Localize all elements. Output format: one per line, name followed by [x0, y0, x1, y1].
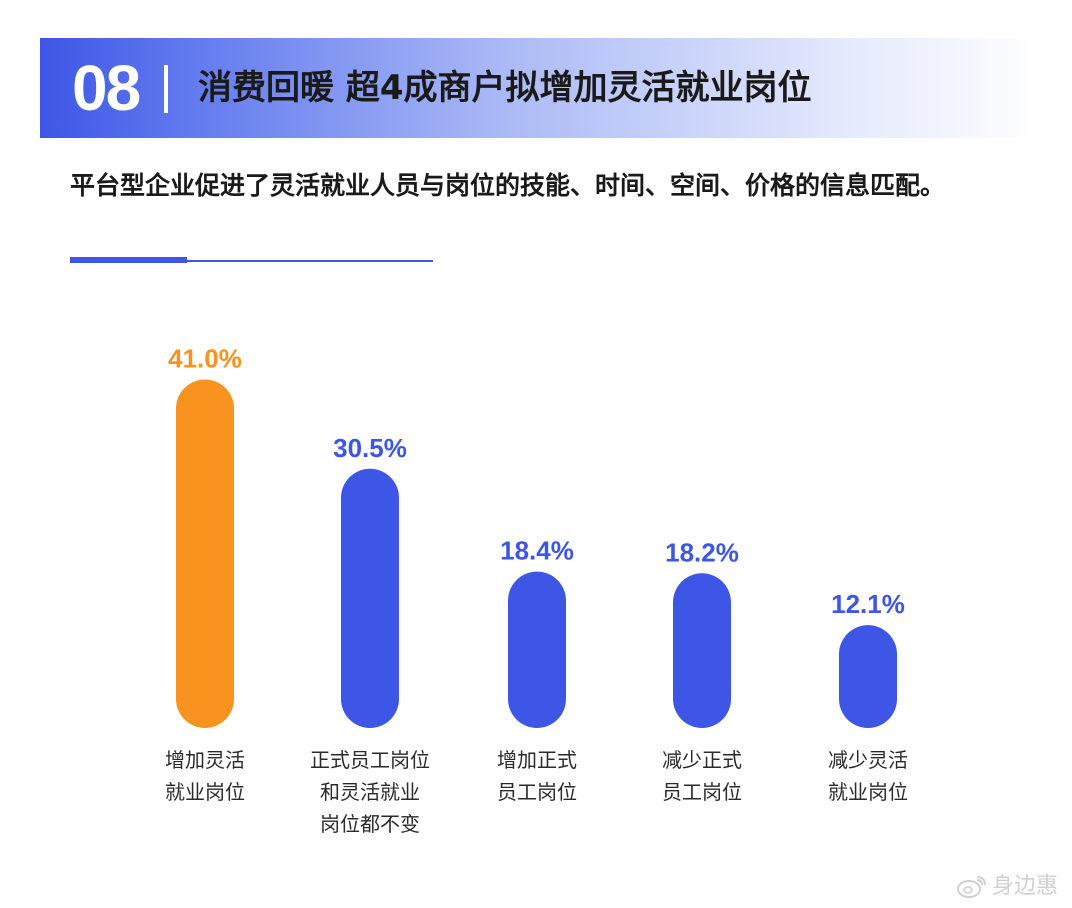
header-banner: 08 消费回暖 超4成商户拟增加灵活就业岗位 — [40, 38, 1040, 138]
category-label-3: 增加正式 员工岗位 — [457, 744, 617, 808]
category-label-line: 增加正式 — [497, 748, 577, 772]
category-label-line: 员工岗位 — [497, 780, 577, 804]
category-label-2: 正式员工岗位 和灵活就业岗位都不变 — [290, 744, 450, 840]
value-label-4: 18.2% — [665, 537, 739, 567]
category-label-line: 就业岗位 — [165, 780, 245, 804]
bar-1 — [176, 379, 234, 728]
category-label-line: 岗位都不变 — [320, 812, 420, 836]
category-label-line: 减少正式 — [662, 748, 742, 772]
section-number: 08 — [72, 52, 141, 124]
watermark-text: 身边惠 — [991, 874, 1058, 899]
category-label-4: 减少正式 员工岗位 — [622, 744, 782, 808]
page-title: 消费回暖 超4成商户拟增加灵活就业岗位 — [198, 68, 812, 108]
category-label-line: 减少灵活 — [828, 748, 908, 772]
category-label-line: 就业岗位 — [828, 780, 908, 804]
value-label-5: 12.1% — [831, 589, 905, 619]
weibo-icon — [956, 876, 986, 898]
category-label-1: 增加灵活 就业岗位 — [125, 744, 285, 808]
underline-accent — [70, 257, 187, 263]
bar-2 — [341, 468, 399, 728]
category-label-5: 减少灵活 就业岗位 — [788, 744, 948, 808]
subtitle: 平台型企业促进了灵活就业人员与岗位的技能、时间、空间、价格的信息匹配。 — [70, 171, 946, 200]
category-label-line: 员工岗位 — [662, 780, 742, 804]
value-label-2: 30.5% — [333, 433, 407, 463]
header-divider — [164, 65, 168, 113]
value-label-3: 18.4% — [500, 536, 574, 566]
underline-rule — [70, 260, 433, 262]
value-label-1: 41.0% — [168, 344, 242, 374]
category-label-line: 正式员工岗位 — [310, 748, 430, 772]
watermark: 身边惠 — [956, 868, 1058, 900]
bar-3 — [508, 571, 566, 728]
bar-5 — [839, 625, 897, 728]
bar-4 — [673, 573, 731, 728]
category-label-line: 增加灵活 — [165, 748, 245, 772]
category-label-line: 和灵活就业 — [320, 780, 420, 804]
